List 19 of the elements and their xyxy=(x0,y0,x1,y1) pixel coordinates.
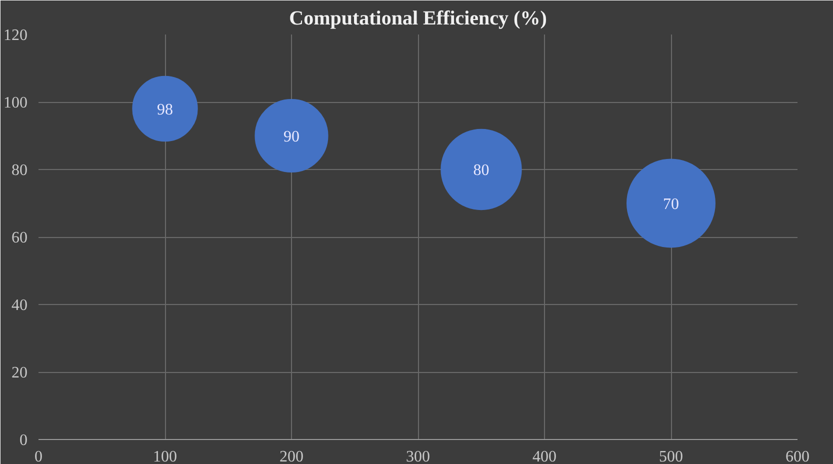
chart-title: Computational Efficiency (%) xyxy=(289,8,547,30)
x-tick-label: 300 xyxy=(406,448,430,464)
x-tick-label: 600 xyxy=(786,448,810,464)
x-tick-label: 200 xyxy=(280,448,304,464)
y-tick-label: 120 xyxy=(4,27,28,44)
y-tick-label: 100 xyxy=(4,94,28,112)
data-label: 98 xyxy=(157,101,173,118)
y-tick-label: 40 xyxy=(12,297,28,314)
x-tick-label: 0 xyxy=(34,448,42,464)
y-tick-label: 80 xyxy=(12,162,28,179)
x-tick-label: 500 xyxy=(659,448,683,464)
data-label: 80 xyxy=(473,162,490,179)
x-tick-label: 400 xyxy=(532,448,556,464)
data-label: 90 xyxy=(284,128,300,146)
x-tick-label: 100 xyxy=(153,448,177,464)
y-tick-label: 60 xyxy=(12,230,28,246)
data-label: 70 xyxy=(663,196,679,213)
y-tick-label: 20 xyxy=(12,364,28,382)
y-tick-label: 0 xyxy=(20,432,28,449)
